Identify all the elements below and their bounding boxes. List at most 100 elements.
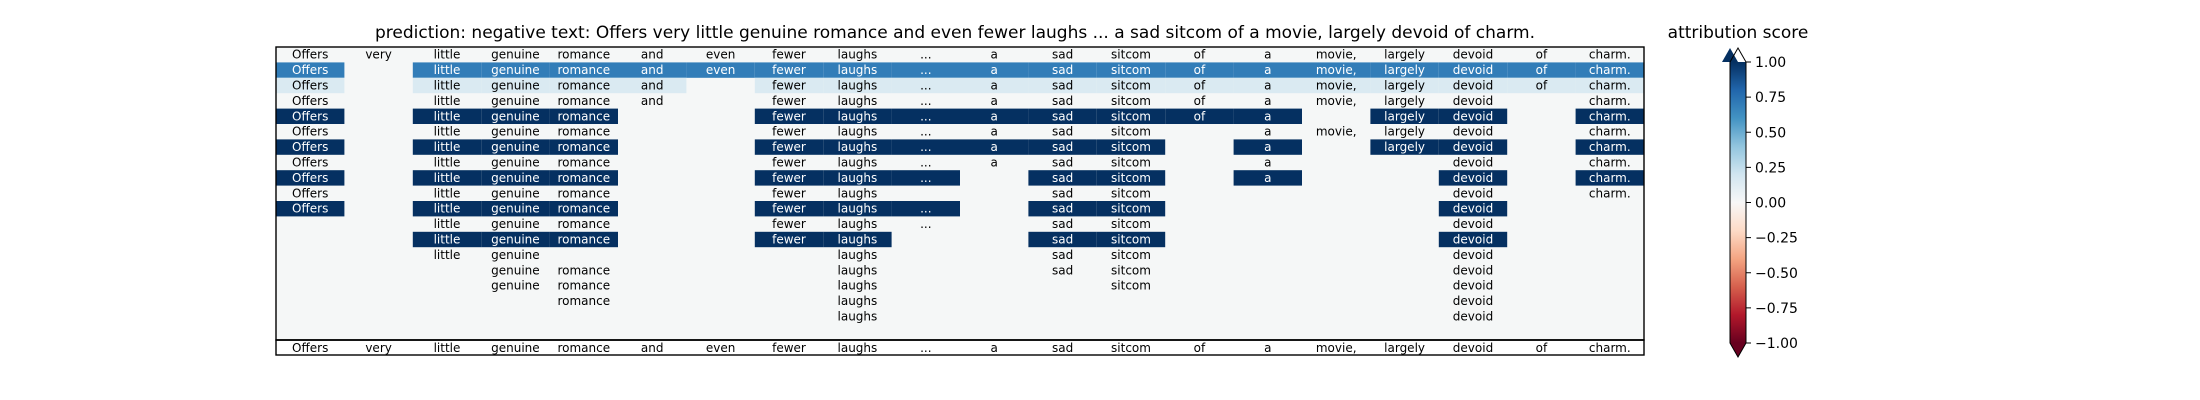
heatmap-token-label: sitcom <box>1111 263 1151 277</box>
sentence-token: and <box>641 341 664 355</box>
heatmap-token-label: romance <box>557 217 610 231</box>
heatmap-token-label: sitcom <box>1111 48 1151 62</box>
heatmap-token-label: devoid <box>1453 248 1493 262</box>
heatmap-token-label: devoid <box>1453 79 1493 93</box>
heatmap-cell <box>1096 62 1166 78</box>
heatmap-cell <box>276 108 345 124</box>
heatmap-cell <box>1028 77 1097 94</box>
heatmap-token-label: laughs <box>838 79 878 93</box>
heatmap-token-label: sad <box>1052 217 1073 231</box>
heatmap-token-label: fewer <box>772 186 806 200</box>
heatmap-token-label: romance <box>557 125 610 139</box>
heatmap-cell <box>1438 108 1508 124</box>
heatmap-token-label: sad <box>1052 140 1073 154</box>
heatmap-cell <box>891 201 960 217</box>
heatmap-cell <box>891 77 960 94</box>
heatmap-token-label: romance <box>557 156 610 170</box>
heatmap-token-label: a <box>991 94 998 108</box>
heatmap-cell <box>618 62 687 78</box>
heatmap-token-label: ... <box>920 94 931 108</box>
heatmap-token-label: of <box>1536 63 1548 77</box>
sentence-token: largely <box>1384 341 1425 355</box>
heatmap-cell <box>549 170 618 186</box>
heatmap-token-label: little <box>434 125 461 139</box>
heatmap-token-label: devoid <box>1453 125 1493 139</box>
heatmap-token-label: largely <box>1384 109 1425 123</box>
heatmap-token-label: romance <box>557 202 610 216</box>
heatmap-cell <box>1096 231 1166 248</box>
heatmap-cell <box>276 77 345 94</box>
bottom-row-frame <box>275 339 1645 356</box>
heatmap-token-label: a <box>1264 94 1271 108</box>
colorbar-max-extend <box>1722 48 1738 62</box>
heatmap-token-label: genuine <box>491 109 540 123</box>
sentence-token: laughs <box>838 341 878 355</box>
heatmap-token-label: ... <box>920 217 931 231</box>
heatmap-token-label: romance <box>557 63 610 77</box>
heatmap-token-label: fewer <box>772 48 806 62</box>
sentence-token: charm. <box>1589 341 1631 355</box>
heatmap-token-label: and <box>641 94 664 108</box>
heatmap-token-label: devoid <box>1453 48 1493 62</box>
heatmap-token-label: of <box>1194 109 1206 123</box>
heatmap-token-label: of <box>1194 63 1206 77</box>
sentence-token: romance <box>557 341 610 355</box>
heatmap-token-label: a <box>991 140 998 154</box>
heatmap-cell <box>1165 62 1234 78</box>
heatmap-token-label: romance <box>557 263 610 277</box>
heatmap-token-label: largely <box>1384 125 1425 139</box>
heatmap-cell <box>960 108 1029 124</box>
sentence-token: movie, <box>1316 341 1357 355</box>
heatmap-cell <box>823 170 892 186</box>
heatmap-token-label: largely <box>1384 94 1425 108</box>
heatmap-token-label: genuine <box>491 263 540 277</box>
heatmap-token-label: romance <box>557 79 610 93</box>
sentence-token: of <box>1194 341 1206 355</box>
heatmap-cell <box>1370 139 1439 155</box>
colorbar <box>1730 62 1746 343</box>
heatmap-token-label: devoid <box>1453 263 1493 277</box>
heatmap-token-label: genuine <box>491 125 540 139</box>
colorbar-label: attribution score <box>1668 23 1809 43</box>
heatmap-token-label: laughs <box>838 48 878 62</box>
heatmap-token-label: fewer <box>772 94 806 108</box>
heatmap-cell <box>754 170 824 186</box>
heatmap-token-label: sitcom <box>1111 140 1151 154</box>
heatmap-token-label: laughs <box>838 186 878 200</box>
heatmap-token-label: ... <box>920 109 931 123</box>
heatmap-token-label: movie, <box>1316 48 1357 62</box>
heatmap-token-label: genuine <box>491 248 540 262</box>
heatmap-token-label: laughs <box>838 125 878 139</box>
heatmap-token-label: devoid <box>1453 233 1493 247</box>
heatmap-token-label: laughs <box>838 94 878 108</box>
heatmap-token-label: sad <box>1052 202 1073 216</box>
heatmap-token-label: of <box>1536 79 1548 93</box>
heatmap-token-label: romance <box>557 294 610 308</box>
heatmap-token-label: laughs <box>838 310 878 324</box>
heatmap-token-label: sad <box>1052 125 1073 139</box>
sentence-token: even <box>706 341 735 355</box>
heatmap-cell <box>1507 77 1576 94</box>
sentence-token: fewer <box>772 341 806 355</box>
heatmap-token-label: a <box>991 125 998 139</box>
heatmap-token-label: largely <box>1384 140 1425 154</box>
heatmap-token-label: genuine <box>491 171 540 185</box>
heatmap-token-label: devoid <box>1453 63 1493 77</box>
heatmap-token-label: laughs <box>838 233 878 247</box>
heatmap-token-label: ... <box>920 202 931 216</box>
heatmap-token-label: sitcom <box>1111 279 1151 293</box>
heatmap-cell <box>412 231 482 248</box>
heatmap-cell <box>1028 108 1097 124</box>
heatmap-token-label: genuine <box>491 156 540 170</box>
heatmap-cell <box>481 201 550 217</box>
colorbar-tick-label: −0.50 <box>1755 266 1798 282</box>
colorbar-tick-label: 1.00 <box>1755 55 1786 71</box>
heatmap-token-label: fewer <box>772 156 806 170</box>
heatmap-token-label: charm. <box>1589 156 1631 170</box>
heatmap-cell <box>412 77 482 94</box>
heatmap-cell <box>1165 108 1234 124</box>
heatmap-cell <box>1302 77 1371 94</box>
heatmap-token-label: a <box>991 63 998 77</box>
heatmap-token-label: a <box>1264 63 1271 77</box>
heatmap-token-label: little <box>434 140 461 154</box>
